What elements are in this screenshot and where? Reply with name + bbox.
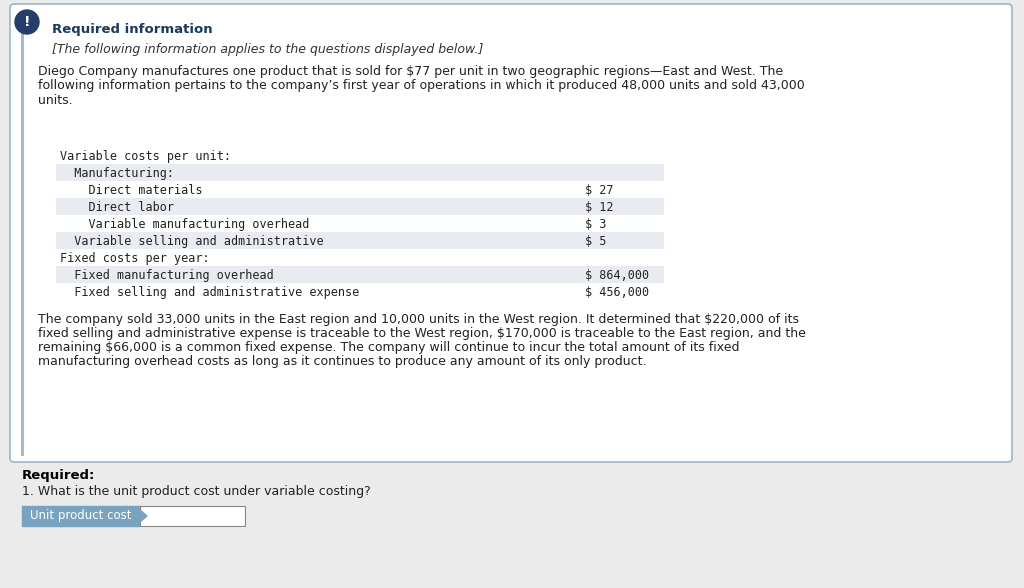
Bar bbox=[56, 198, 664, 215]
Text: Direct materials: Direct materials bbox=[60, 184, 203, 197]
Text: Diego Company manufactures one product that is sold for $77 per unit in two geog: Diego Company manufactures one product t… bbox=[38, 65, 783, 79]
Bar bbox=[56, 165, 664, 181]
Text: remaining $66,000 is a common fixed expense. The company will continue to incur : remaining $66,000 is a common fixed expe… bbox=[38, 342, 739, 355]
Text: The company sold 33,000 units in the East region and 10,000 units in the West re: The company sold 33,000 units in the Eas… bbox=[38, 313, 799, 326]
Text: Fixed costs per year:: Fixed costs per year: bbox=[60, 252, 210, 265]
Text: $ 864,000: $ 864,000 bbox=[585, 269, 649, 282]
Text: Unit product cost: Unit product cost bbox=[31, 509, 132, 523]
Bar bbox=[56, 266, 664, 283]
Text: Required:: Required: bbox=[22, 469, 95, 483]
Polygon shape bbox=[140, 510, 147, 522]
Text: $ 456,000: $ 456,000 bbox=[585, 286, 649, 299]
Text: Fixed manufacturing overhead: Fixed manufacturing overhead bbox=[60, 269, 273, 282]
Text: fixed selling and administrative expense is traceable to the West region, $170,0: fixed selling and administrative expense… bbox=[38, 328, 806, 340]
Text: Direct labor: Direct labor bbox=[60, 201, 174, 214]
Text: Variable manufacturing overhead: Variable manufacturing overhead bbox=[60, 218, 309, 231]
Text: $ 27: $ 27 bbox=[585, 184, 613, 197]
Bar bbox=[56, 232, 664, 249]
Circle shape bbox=[15, 10, 39, 34]
FancyBboxPatch shape bbox=[140, 506, 245, 526]
Text: 1. What is the unit product cost under variable costing?: 1. What is the unit product cost under v… bbox=[22, 486, 371, 499]
Text: [The following information applies to the questions displayed below.]: [The following information applies to th… bbox=[52, 44, 483, 56]
Text: Manufacturing:: Manufacturing: bbox=[60, 167, 174, 180]
Text: Required information: Required information bbox=[52, 24, 213, 36]
Text: $ 5: $ 5 bbox=[585, 235, 606, 248]
Text: $ 3: $ 3 bbox=[585, 218, 606, 231]
Text: $ 12: $ 12 bbox=[585, 201, 613, 214]
FancyBboxPatch shape bbox=[22, 506, 140, 526]
Text: following information pertains to the company’s first year of operations in whic: following information pertains to the co… bbox=[38, 79, 805, 92]
Text: Fixed selling and administrative expense: Fixed selling and administrative expense bbox=[60, 286, 359, 299]
FancyBboxPatch shape bbox=[10, 4, 1012, 462]
Text: units.: units. bbox=[38, 93, 73, 106]
Text: Variable costs per unit:: Variable costs per unit: bbox=[60, 150, 231, 163]
Text: Variable selling and administrative: Variable selling and administrative bbox=[60, 235, 324, 248]
Text: manufacturing overhead costs as long as it continues to produce any amount of it: manufacturing overhead costs as long as … bbox=[38, 356, 646, 369]
Text: !: ! bbox=[24, 15, 31, 29]
